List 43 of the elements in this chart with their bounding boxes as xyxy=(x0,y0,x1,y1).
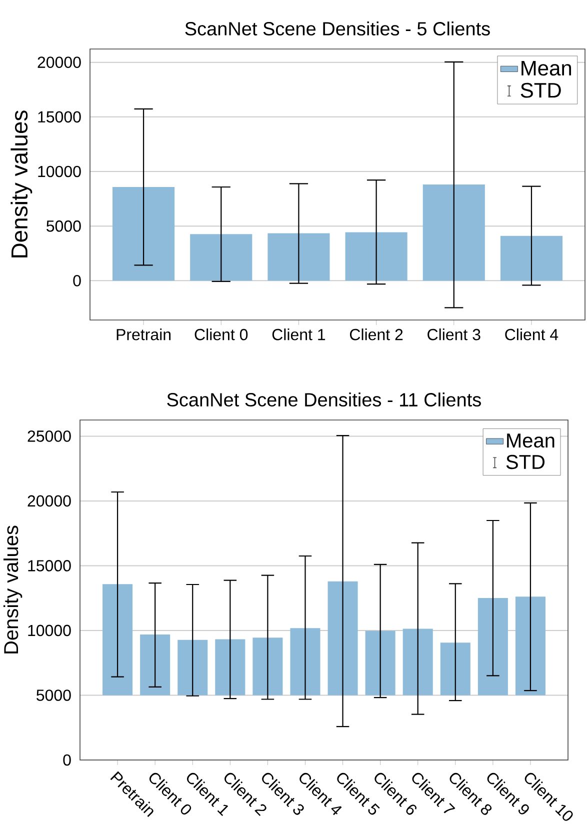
x-tick-label: Client 0 xyxy=(194,328,248,340)
legend-label: Mean xyxy=(507,434,554,448)
x-tick-label: Client 4 xyxy=(505,328,558,340)
bar xyxy=(328,581,358,696)
bar xyxy=(478,598,508,696)
annotation: STD xyxy=(506,454,545,470)
y-tick-label: 5000 xyxy=(36,690,71,701)
y-tick-label: 15000 xyxy=(38,111,81,123)
bar xyxy=(112,187,175,281)
bar xyxy=(422,184,485,281)
bar xyxy=(215,639,246,696)
x-tick-label: Client 2 xyxy=(350,328,403,340)
bar xyxy=(290,628,320,696)
bar xyxy=(140,634,170,696)
x-tick-label: Client 1 xyxy=(272,328,326,340)
y-axis-title: Density values xyxy=(3,526,22,654)
chart-title: ScanNet Scene Densities - 11 Clients xyxy=(167,392,481,406)
y-tick-label: 15000 xyxy=(28,560,71,572)
y-axis-title: Density values xyxy=(10,110,32,258)
bar xyxy=(102,584,133,696)
bar xyxy=(365,630,396,696)
bar xyxy=(440,642,470,696)
bar xyxy=(178,640,208,696)
y-tick-label: 0 xyxy=(73,275,81,286)
y-tick-label: 20000 xyxy=(38,56,81,68)
bar xyxy=(500,236,563,281)
bar xyxy=(190,234,252,281)
x-tick-label: Client 3 xyxy=(428,328,480,340)
y-tick-label: 0 xyxy=(63,754,71,766)
bar xyxy=(515,596,546,696)
x-tick-label: Pretrain xyxy=(116,328,171,340)
annotation: STD xyxy=(520,82,561,98)
legend-label: Mean xyxy=(522,60,572,76)
y-tick-label: 20000 xyxy=(28,495,71,507)
bar xyxy=(252,638,283,696)
bar xyxy=(345,232,408,281)
bar xyxy=(402,628,433,696)
y-tick-label: 5000 xyxy=(46,220,81,232)
y-tick-label: 25000 xyxy=(28,430,71,442)
y-tick-label: 10000 xyxy=(28,624,71,636)
bar xyxy=(268,233,330,281)
y-tick-label: 10000 xyxy=(38,166,81,178)
chart-title: ScanNet Scene Densities - 5 Clients xyxy=(185,22,490,36)
